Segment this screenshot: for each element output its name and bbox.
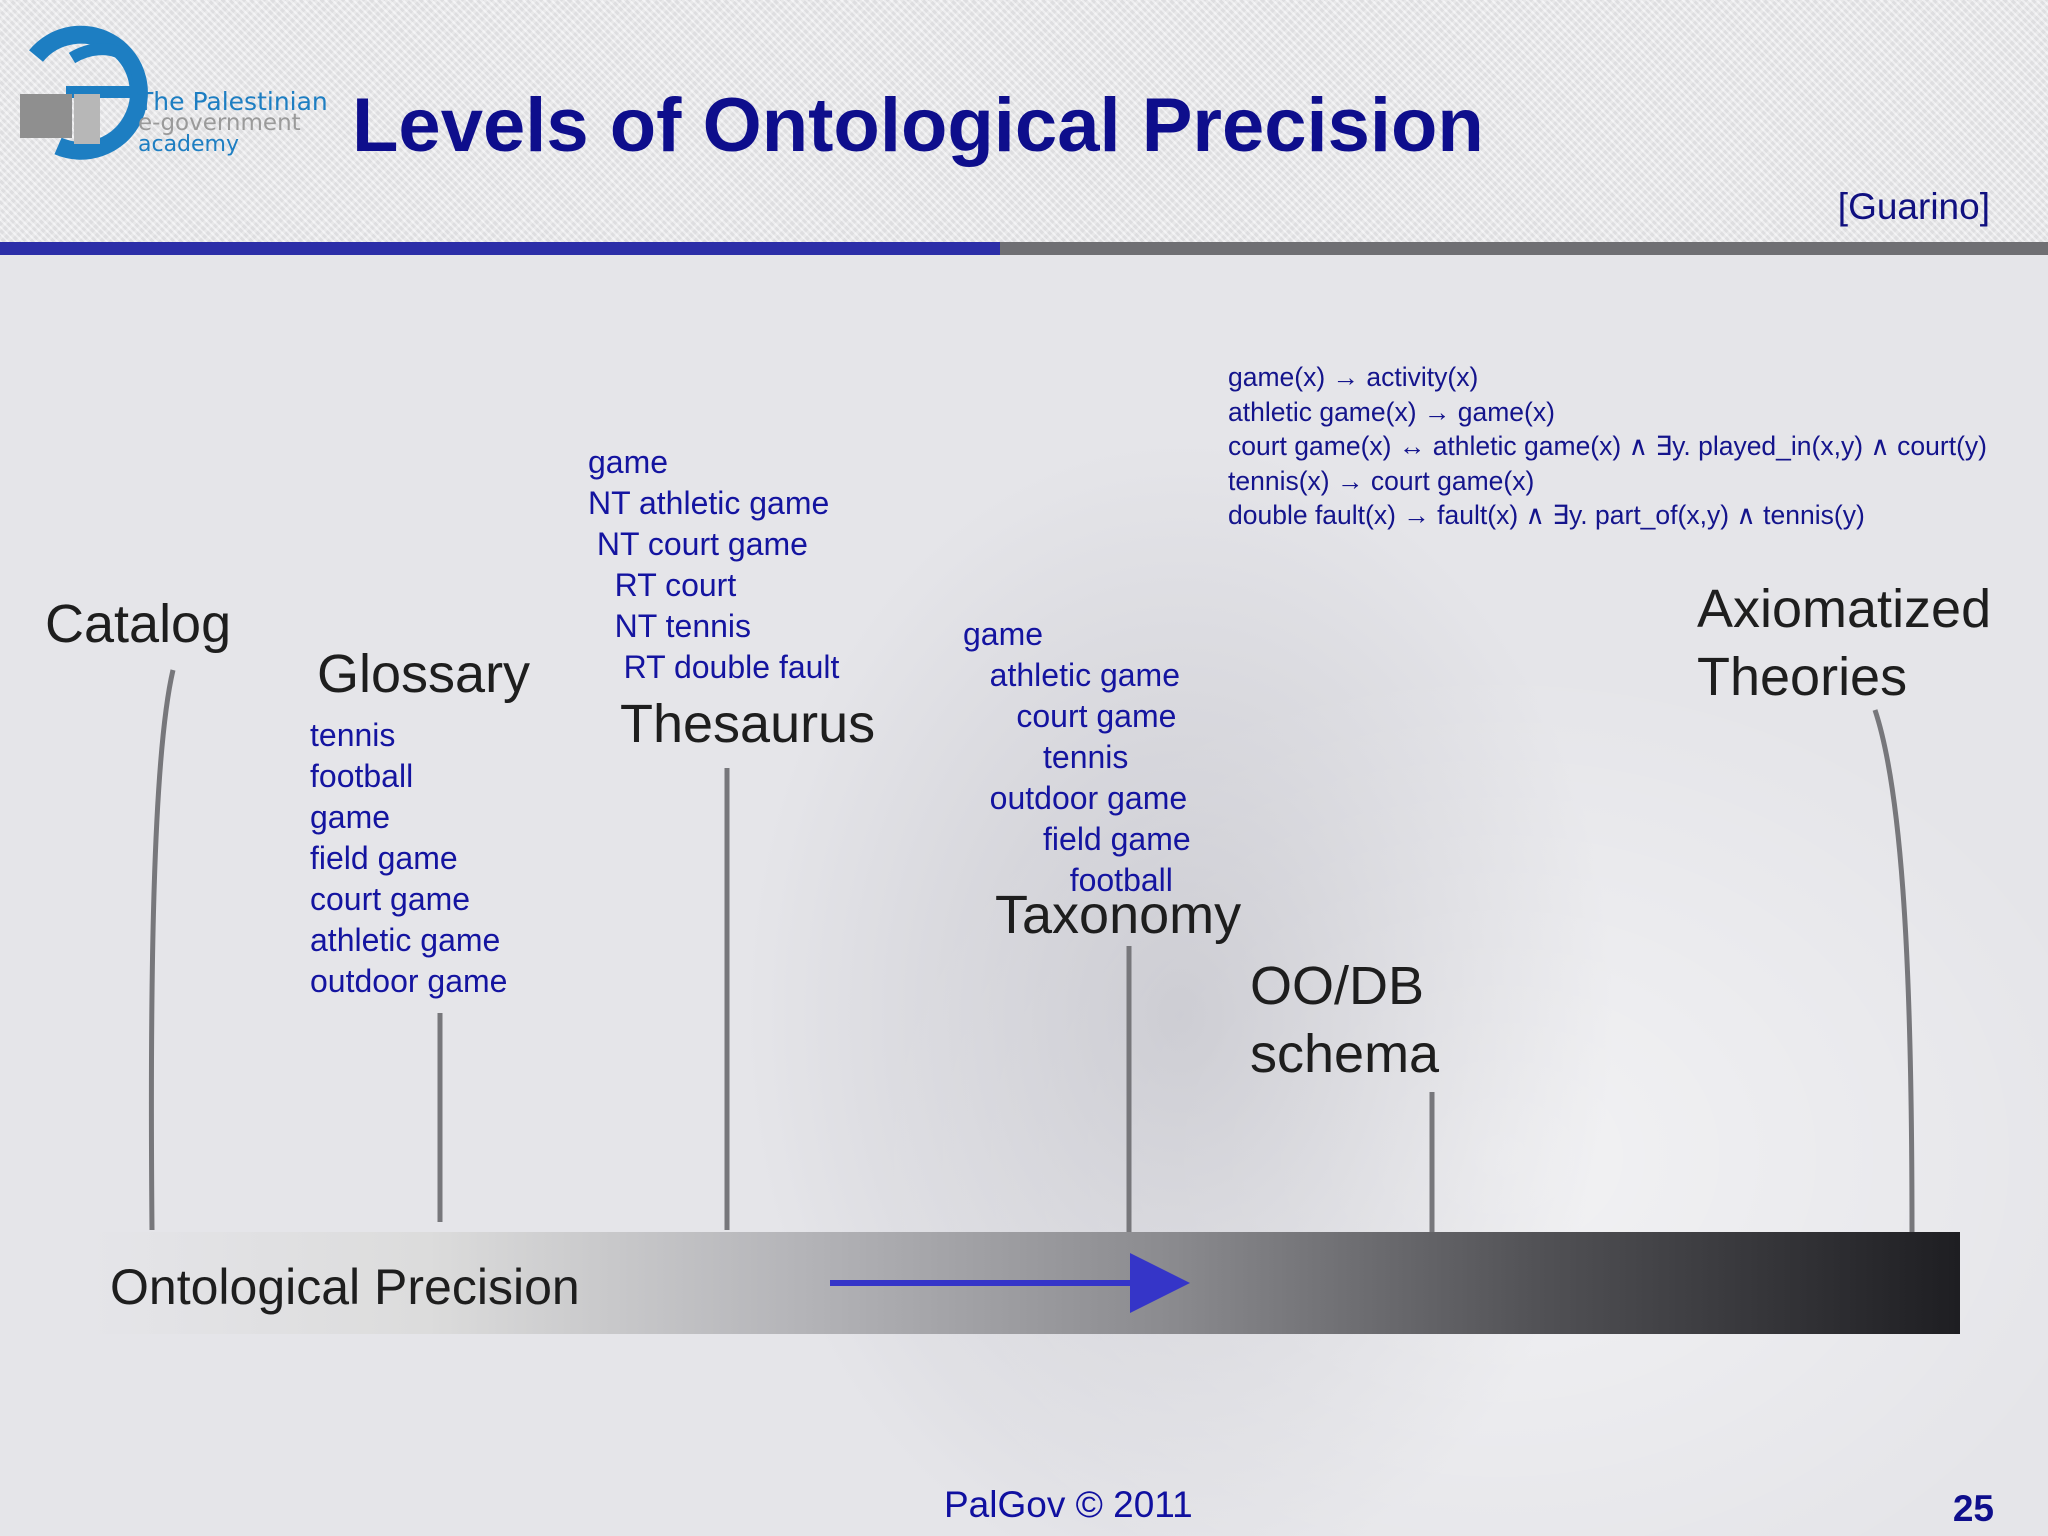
thesaurus-term-list: game NT athletic game NT court game RT c…	[588, 442, 839, 688]
taxonomy-term: game	[963, 616, 1044, 652]
thesaurus-term: NT court game	[588, 526, 808, 562]
header-background	[0, 0, 2048, 242]
taxonomy-term: court game	[963, 698, 1177, 734]
page-number: 25	[1952, 1488, 1994, 1529]
glossary-term: football	[310, 758, 414, 794]
taxonomy-term: athletic game	[963, 657, 1180, 693]
stage-oodb-schema: OO/DB schema	[1250, 952, 1439, 1088]
stage-glossary: Glossary	[317, 644, 531, 704]
thesaurus-term: NT tennis	[588, 608, 752, 644]
glossary-term: game	[310, 799, 391, 835]
stage-catalog: Catalog	[45, 594, 232, 654]
axiom: court game(x) ↔ athletic game(x) ∧ ∃y. p…	[1228, 431, 1987, 461]
thesaurus-term: RT double fault	[588, 649, 840, 685]
glossary-term: field game	[310, 840, 458, 876]
taxonomy-term: tennis	[963, 739, 1129, 775]
stage-oodb-line2: schema	[1250, 1024, 1440, 1084]
thesaurus-term: NT athletic game	[588, 485, 830, 521]
academy-e-icon	[20, 25, 148, 160]
taxonomy-term-list: game athletic game court game tennis out…	[963, 614, 1191, 901]
glossary-term: athletic game	[310, 922, 501, 958]
logo-text-line3: academy	[138, 132, 240, 157]
stage-thesaurus: Thesaurus	[620, 694, 876, 754]
glossary-term: tennis	[310, 717, 396, 753]
axiom: game(x) → activity(x)	[1228, 362, 1479, 392]
thesaurus-term: RT court	[588, 567, 737, 603]
stage-axiom-line2: Theories	[1697, 647, 1908, 707]
stage-axiomatized-theories: Axiomatized Theories	[1697, 575, 1991, 711]
axiom-list: game(x) → activity(x) athletic game(x) →…	[1228, 360, 1987, 533]
thesaurus-term: game	[588, 444, 669, 480]
glossary-term: outdoor game	[310, 963, 508, 999]
citation: [Guarino]	[1837, 186, 1990, 227]
taxonomy-term: football	[963, 862, 1173, 898]
stage-axiom-line1: Axiomatized	[1697, 579, 1992, 639]
glossary-term-list: tennis football game field game court ga…	[310, 715, 507, 1002]
precision-bar-label: Ontological Precision	[110, 1259, 580, 1315]
palgov-logo: The Palestinian e-government academy	[18, 18, 328, 168]
glossary-term: court game	[310, 881, 471, 917]
footer-copyright: PalGov © 2011	[944, 1484, 1193, 1525]
taxonomy-term: outdoor game	[963, 780, 1188, 816]
axiom: double fault(x) → fault(x) ∧ ∃y. part_of…	[1228, 500, 1865, 530]
header-rule-blue	[0, 242, 1000, 255]
axiom: tennis(x) → court game(x)	[1228, 465, 1535, 496]
slide-title: Levels of Ontological Precision	[352, 83, 1484, 168]
taxonomy-term: field game	[963, 821, 1191, 857]
stage-taxonomy: Taxonomy	[995, 885, 1242, 945]
header-rule-gray	[1000, 242, 2048, 255]
logo-text-line1: The Palestinian	[138, 87, 328, 116]
logo-text-line2: e-government	[138, 110, 301, 136]
axiom: athletic game(x) → game(x)	[1228, 396, 1555, 427]
stage-oodb-line1: OO/DB	[1250, 956, 1425, 1016]
